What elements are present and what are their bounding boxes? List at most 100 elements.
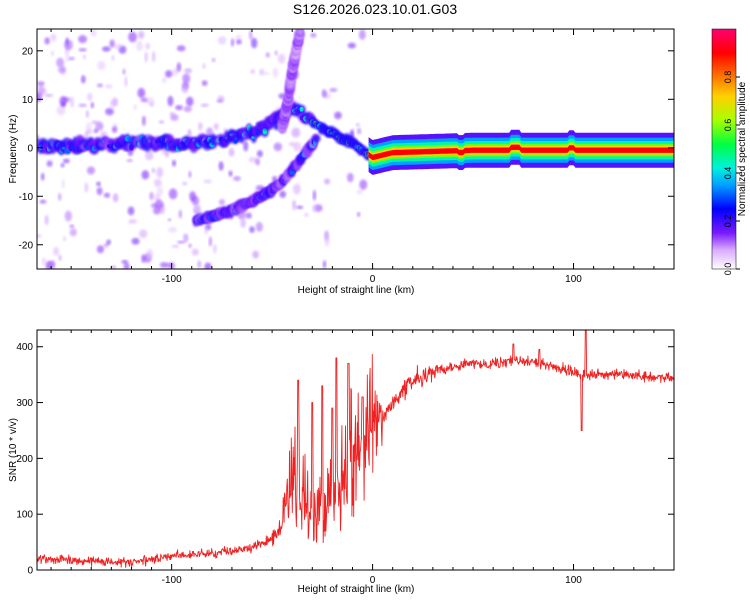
noise-blob: [64, 210, 72, 222]
noise-blob: [191, 195, 200, 206]
noise-blob: [213, 123, 219, 130]
noise-blob: [172, 68, 178, 77]
noise-blob: [256, 150, 263, 158]
noise-blob: [90, 29, 97, 37]
noise-blob: [272, 176, 278, 182]
noise-blob: [37, 234, 42, 238]
noise-blob: [218, 199, 226, 206]
colorbar-tick-label: 0.4: [723, 167, 733, 180]
noise-blob: [122, 68, 126, 75]
colorbar-ticks: 0.0 0.2 0.4 0.6 0.8: [723, 71, 740, 275]
noise-blob: [80, 75, 86, 84]
noise-blob: [172, 159, 177, 167]
colorbar-tick-label: 0.2: [723, 215, 733, 228]
noise-blob: [292, 199, 297, 211]
noise-blob: [44, 214, 49, 226]
noise-blob: [144, 51, 148, 63]
noise-blob: [204, 226, 209, 235]
noise-blob: [145, 150, 154, 161]
noise-blob: [193, 204, 201, 215]
noise-blob: [40, 172, 45, 181]
noise-blob: [53, 246, 60, 256]
spectral-peak: [299, 106, 304, 112]
noise-blob: [96, 245, 105, 254]
noise-blob: [102, 46, 111, 52]
colorbar-label: Normalized spectral amplitude: [737, 81, 748, 216]
noise-blob: [228, 147, 235, 157]
noise-blob: [111, 55, 115, 61]
noise-blob: [233, 176, 241, 182]
noise-blob: [183, 106, 192, 113]
noise-blob: [87, 92, 93, 102]
snr-panel: -100 0 100 0 100 200 300 400 Height of straight…: [8, 329, 675, 595]
noise-blob: [272, 67, 279, 78]
noise-blob: [69, 228, 77, 237]
noise-blob: [176, 62, 182, 73]
noise-blob: [85, 110, 89, 118]
noise-blob: [279, 190, 287, 198]
noise-blob: [216, 99, 223, 103]
noise-blob: [153, 178, 162, 188]
noise-blob: [44, 93, 53, 98]
noise-blob: [250, 37, 258, 49]
noise-blob: [95, 121, 104, 131]
noise-blob: [91, 120, 99, 125]
noise-blob: [50, 33, 57, 42]
noise-blob: [187, 129, 192, 138]
snr-ticks: -100 0 100 0 100 200 300 400: [16, 330, 675, 586]
noise-blob: [277, 53, 286, 64]
noise-blob: [191, 248, 199, 256]
noise-blob: [37, 84, 45, 96]
noise-blob: [292, 141, 302, 152]
noise-blob: [236, 39, 242, 45]
noise-blob: [292, 183, 301, 195]
noise-blob: [128, 31, 137, 43]
noise-blob: [249, 30, 253, 40]
noise-blob: [61, 101, 66, 107]
noise-blob: [182, 73, 191, 84]
noise-blob: [110, 265, 117, 269]
noise-blob: [347, 42, 356, 49]
noise-blob: [146, 248, 154, 259]
noise-blob: [140, 97, 148, 103]
noise-blob: [126, 158, 133, 163]
noise-blob: [96, 83, 103, 88]
noise-blob: [137, 30, 145, 39]
noise-blob: [358, 29, 366, 40]
snr-y-tick-label: 100: [16, 510, 33, 521]
noise-blob: [245, 212, 252, 219]
noise-blob: [334, 111, 342, 120]
noise-blob: [324, 235, 330, 247]
noise-blob: [123, 262, 130, 269]
noise-blob: [250, 69, 255, 74]
noise-blob: [86, 122, 92, 133]
noise-blob: [151, 167, 156, 174]
band-contour: [368, 144, 674, 161]
noise-blob: [151, 51, 156, 63]
noise-blob: [131, 237, 140, 245]
spectrogram-x-tick-label: 0: [370, 274, 376, 285]
noise-blob: [61, 178, 65, 189]
spectrogram-y-tick-label: 20: [22, 46, 34, 57]
noise-blob: [128, 219, 137, 224]
noise-blob: [197, 260, 202, 269]
noise-blob: [259, 68, 265, 76]
noise-blob: [217, 36, 227, 45]
noise-blob: [240, 217, 246, 228]
noise-blob: [303, 212, 309, 217]
noise-blob: [78, 35, 88, 44]
snr-x-tick-label: -100: [162, 575, 182, 586]
noise-blob: [155, 199, 164, 209]
noise-blob: [169, 111, 176, 117]
noise-blob: [188, 243, 192, 248]
snr-x-tick-label: 0: [370, 575, 376, 586]
noise-blob: [162, 77, 167, 84]
noise-blob: [39, 199, 47, 204]
noise-blob: [201, 80, 208, 86]
noise-blob: [329, 87, 338, 93]
spectrogram-y-tick-label: -10: [19, 192, 34, 203]
colorbar-tick-label: 0.8: [723, 71, 733, 84]
noise-blob: [208, 236, 213, 247]
